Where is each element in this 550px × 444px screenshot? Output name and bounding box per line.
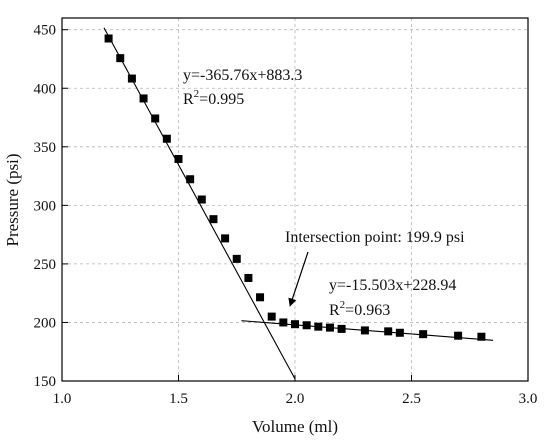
data-point — [244, 273, 253, 282]
x-tick-label: 2.0 — [286, 391, 305, 407]
data-point — [267, 312, 276, 321]
data-point — [186, 175, 195, 184]
data-point — [151, 114, 160, 123]
data-point — [337, 324, 346, 333]
x-axis-ticks: 1.0 1.5 2.0 2.5 3.0 — [53, 375, 538, 407]
x-tick-label: 1.5 — [169, 391, 188, 407]
x-tick-label: 2.5 — [402, 391, 421, 407]
data-point — [384, 327, 393, 336]
data-point — [232, 254, 241, 263]
data-point — [127, 74, 136, 83]
fit1-equation: y=-365.76x+883.3 — [183, 67, 302, 84]
fit2-r-squared: R2=0.963 — [329, 299, 390, 319]
data-point — [221, 234, 230, 243]
intersection-label: Intersection point: 199.9 psi — [285, 229, 465, 246]
data-point — [477, 332, 486, 341]
fit1-r-squared: R2=0.995 — [183, 88, 244, 108]
data-point — [360, 326, 369, 335]
x-tick-label: 3.0 — [519, 391, 538, 407]
data-point — [197, 195, 206, 204]
data-point — [454, 331, 463, 340]
data-point — [419, 330, 428, 339]
y-axis-title: Pressure (psi) — [3, 153, 22, 246]
data-point — [291, 320, 299, 329]
y-tick-label: 300 — [34, 198, 57, 214]
y-tick-label: 400 — [34, 81, 57, 97]
data-point — [209, 215, 218, 224]
y-tick-label: 150 — [34, 374, 57, 390]
y-tick-label: 350 — [34, 140, 57, 156]
data-point — [302, 321, 311, 330]
data-points — [104, 34, 486, 341]
y-tick-label: 200 — [34, 315, 57, 331]
data-point — [395, 328, 404, 337]
data-point — [139, 94, 148, 103]
data-point — [162, 134, 171, 143]
data-point — [279, 318, 288, 327]
y-tick-label: 450 — [34, 23, 57, 39]
fit2-equation: y=-15.503x+228.94 — [329, 277, 456, 294]
x-axis-title: Volume (ml) — [252, 417, 338, 436]
data-point — [325, 323, 334, 332]
data-point — [104, 34, 113, 43]
data-point — [174, 154, 183, 163]
data-point — [116, 54, 125, 63]
y-axis-ticks: 150 200 250 300 350 400 450 — [34, 23, 68, 390]
intersection-arrow — [288, 251, 309, 307]
y-tick-label: 250 — [34, 257, 57, 273]
x-tick-label: 1.0 — [53, 391, 72, 407]
data-point — [256, 293, 265, 302]
data-point — [314, 322, 323, 331]
